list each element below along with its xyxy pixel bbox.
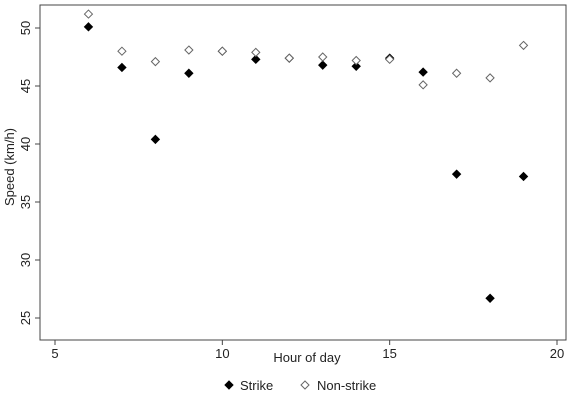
non-strike-point	[217, 46, 228, 56]
strike-point	[451, 169, 462, 179]
strike-point	[351, 61, 361, 71]
y-axis: 25 30 35 40 45 50	[18, 21, 40, 325]
x-tick-label: 10	[215, 346, 229, 361]
non-strike-point	[117, 46, 127, 56]
x-tick-label: 20	[550, 346, 564, 361]
legend-marker-strike	[224, 380, 234, 390]
non-strike-point	[251, 47, 261, 58]
y-tick-label: 50	[18, 21, 33, 35]
non-strike-point	[150, 56, 161, 67]
x-axis-title: Hour of day	[273, 350, 341, 365]
y-axis-title: Speed (km/h)	[2, 128, 17, 206]
x-tick-label: 5	[51, 346, 58, 361]
plot-frame	[39, 4, 567, 341]
strike-point	[150, 134, 161, 145]
y-tick-label: 30	[18, 253, 33, 267]
non-strike-point	[384, 54, 395, 65]
legend-label-strike: Strike	[240, 378, 273, 393]
non-strike-point	[184, 45, 194, 55]
non-strike-point	[518, 40, 529, 51]
non-strike-point	[351, 55, 361, 66]
non-strike-point	[485, 73, 495, 83]
y-tick-label: 40	[18, 137, 33, 151]
strike-point	[251, 54, 261, 65]
data-points	[83, 9, 529, 303]
non-strike-point	[451, 68, 462, 78]
strike-point	[83, 22, 94, 32]
strike-point	[117, 62, 127, 73]
legend-marker-non-strike	[300, 380, 310, 390]
non-strike-point	[318, 52, 328, 62]
y-tick-label: 25	[18, 311, 33, 325]
x-tick-label: 15	[382, 346, 396, 361]
non-strike-point	[284, 53, 294, 63]
strike-point	[318, 60, 328, 70]
y-tick-label: 45	[18, 79, 33, 93]
non-strike-point	[418, 80, 428, 90]
strike-point	[485, 293, 495, 303]
legend: Strike Non-strike	[224, 378, 376, 393]
y-tick-label: 35	[18, 195, 33, 209]
x-axis: 5 10 15 20	[51, 340, 564, 361]
non-strike-point	[83, 9, 94, 19]
strike-point	[518, 171, 529, 182]
strike-point	[184, 68, 194, 78]
legend-label-non-strike: Non-strike	[317, 378, 376, 393]
strike-point	[418, 67, 428, 77]
